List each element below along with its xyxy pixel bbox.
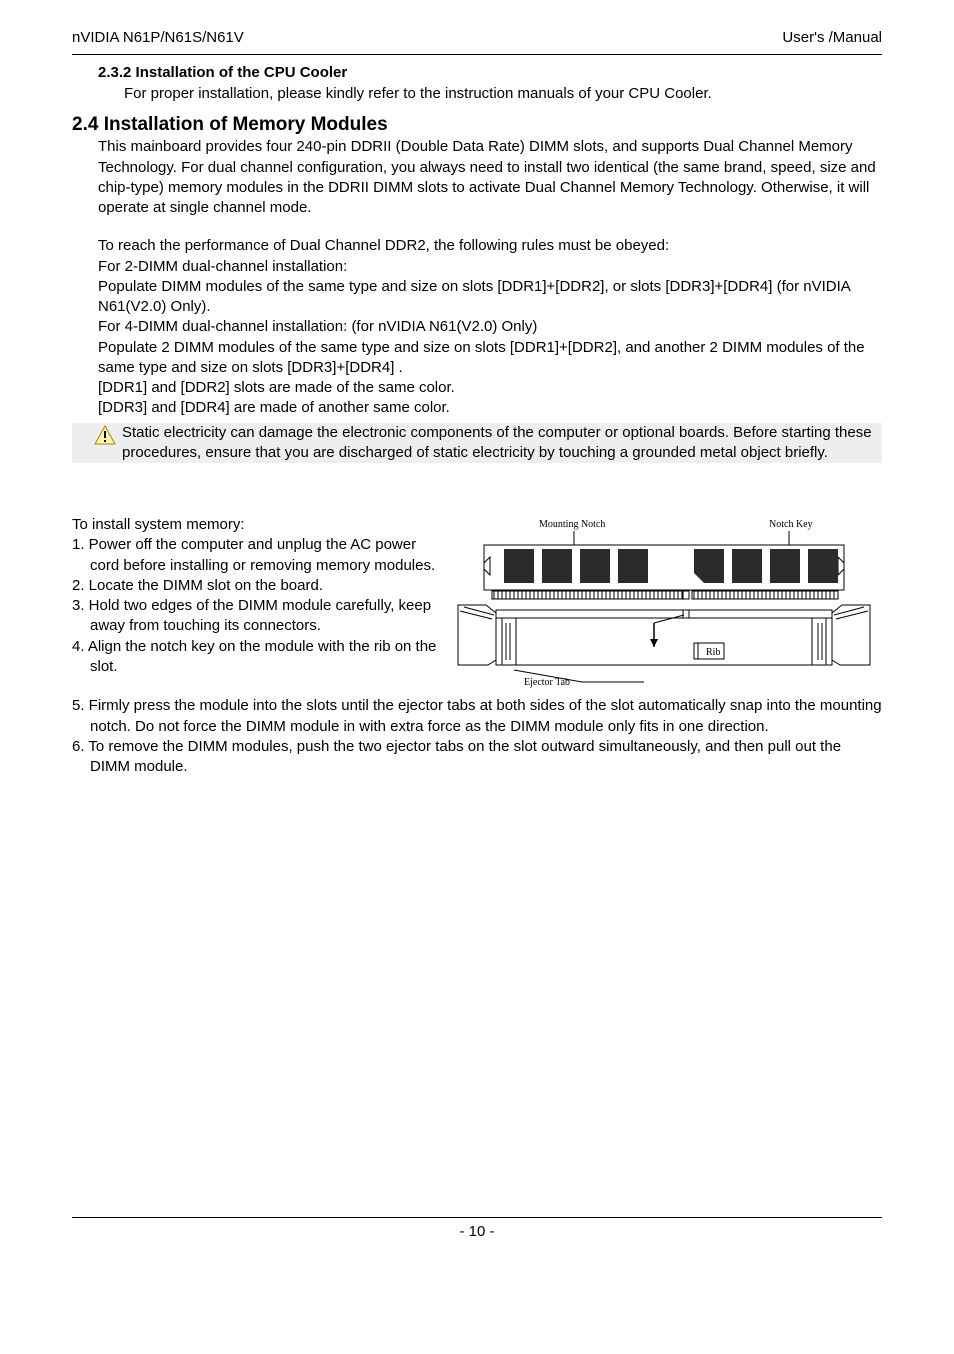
- sec-24-p2g: [DDR3] and [DDR4] are made of another sa…: [98, 398, 882, 418]
- static-warning-box: Static electricity can damage the electr…: [72, 423, 882, 464]
- label-rib: Rib: [706, 647, 720, 658]
- sec-24-p1: This mainboard provides four 240-pin DDR…: [98, 137, 882, 218]
- page: nVIDIA N61P/N61S/N61V User's /Manual 2.3…: [0, 0, 954, 1283]
- sec-232-body: For proper installation, please kindly r…: [124, 84, 882, 104]
- sec-24-p2c: Populate DIMM modules of the same type a…: [98, 277, 882, 318]
- sec-24-p2e: Populate 2 DIMM modules of the same type…: [98, 338, 882, 379]
- install-item-1: 1. Power off the computer and unplug the…: [72, 535, 442, 576]
- install-list-cont: 5. Firmly press the module into the slot…: [72, 696, 882, 777]
- install-item-4: 4. Align the notch key on the module wit…: [72, 637, 442, 678]
- sec-24-p2b: For 2-DIMM dual-channel installation:: [98, 257, 882, 277]
- static-warning-text: Static electricity can damage the electr…: [122, 423, 882, 464]
- install-intro: To install system memory:: [72, 515, 442, 535]
- page-footer: - 10 -: [72, 1217, 882, 1242]
- label-mounting-notch: Mounting Notch: [539, 519, 605, 530]
- install-item-2: 2. Locate the DIMM slot on the board.: [72, 576, 442, 596]
- warning-icon: [94, 425, 116, 451]
- spacer: [72, 218, 882, 236]
- install-list: 1. Power off the computer and unplug the…: [72, 535, 442, 677]
- sec-24-title: 2.4 Installation of Memory Modules: [72, 112, 882, 138]
- header-bar: nVIDIA N61P/N61S/N61V User's /Manual: [72, 28, 882, 55]
- install-item-3: 3. Hold two edges of the DIMM module car…: [72, 596, 442, 637]
- install-item-6: 6. To remove the DIMM modules, push the …: [72, 737, 882, 778]
- sec-24-p2a: To reach the performance of Dual Channel…: [98, 236, 882, 256]
- install-left: To install system memory: 1. Power off t…: [72, 515, 442, 677]
- install-block: To install system memory: 1. Power off t…: [72, 515, 882, 696]
- sec-24-p2d: For 4-DIMM dual-channel installation: (f…: [98, 317, 882, 337]
- install-item-5: 5. Firmly press the module into the slot…: [72, 696, 882, 737]
- header-left: nVIDIA N61P/N61S/N61V: [72, 28, 244, 48]
- header-right: User's /Manual: [782, 28, 882, 48]
- sec-232-title: 2.3.2 Installation of the CPU Cooler: [98, 63, 882, 83]
- dimm-diagram: Mounting Notch Notch Key: [454, 515, 882, 696]
- label-notch-key: Notch Key: [769, 519, 813, 530]
- sec-24-p2f: [DDR1] and [DDR2] slots are made of the …: [98, 378, 882, 398]
